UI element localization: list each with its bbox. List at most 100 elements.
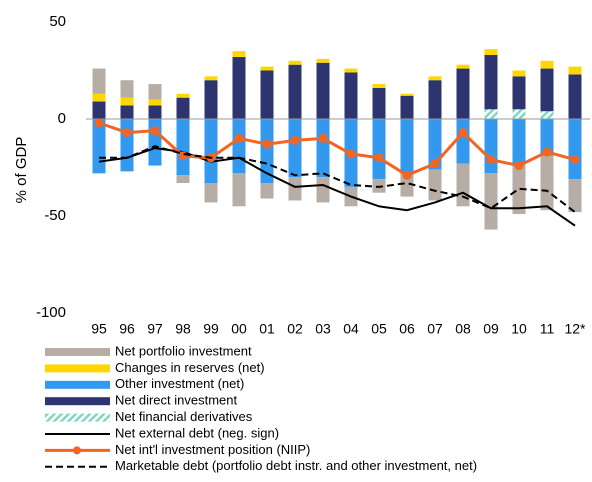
bar-segment [176,119,190,176]
legend-label: Net int'l investment position (NIIP) [115,442,310,457]
legend-label: Marketable debt (portfolio debt instr. a… [115,458,477,473]
bar-segment [288,64,302,119]
bar-segment [428,76,442,81]
x-tick-label: 04 [343,321,359,337]
y-axis-label: % of GDP [13,137,30,204]
bar-segment [540,68,554,112]
bar-segment [148,105,162,119]
x-tick-label: 05 [371,321,387,337]
line-marker [150,126,160,136]
legend-label: Net direct investment [115,393,237,408]
x-tick-label: 02 [287,321,303,337]
bar-segment [428,169,442,201]
legend-marker [73,446,81,455]
bar-segment [316,58,330,63]
bar-segment [316,119,330,178]
x-tick-label: 96 [119,321,135,337]
bar-segment [512,163,526,215]
bar-segment [260,183,274,199]
bar-segment [120,105,134,119]
bar-segment [568,66,582,75]
y-tick-label: -50 [44,207,66,224]
line-marker [318,133,328,143]
x-tick-label: 08 [455,321,471,337]
legend-swatch [45,397,110,406]
legend-label: Net portfolio investment [115,343,252,358]
x-tick-label: 12* [564,321,586,337]
line-marker [290,135,300,145]
legend-swatch [45,413,110,422]
bar-segment [428,80,442,119]
line-series [98,147,576,227]
bar-segment [372,84,386,88]
bar-segment [456,163,470,207]
x-tick-label: 01 [259,321,275,337]
bar-segment [92,93,106,102]
bar-segment [400,119,414,174]
bar-segment [316,177,330,203]
legend-label: Changes in reserves (net) [115,360,265,375]
x-tick-label: 99 [203,321,219,337]
y-tick-label: -100 [36,304,66,321]
line-series [98,121,576,177]
bar-segment [512,76,526,110]
bar-segment [400,173,414,197]
bar-segment [512,70,526,77]
x-tick-label: 00 [231,321,247,337]
line-marker [374,153,384,163]
bar-segment [484,54,498,110]
bar-segment [372,87,386,119]
bar-segment [120,97,134,106]
legend-swatch [45,380,110,389]
bar-segment [568,179,582,213]
x-tick-label: 03 [315,321,331,337]
bar-segment [456,119,470,164]
bar-segment [204,76,218,81]
bar-segment [400,95,414,119]
bar-segment [260,70,274,119]
x-tick-label: 11 [540,321,555,337]
x-tick-label: 10 [511,321,527,337]
bar-segment [92,101,106,119]
bar-segment [484,109,498,119]
bar-segment [484,49,498,55]
bar-segment [232,119,246,174]
bar-segment [204,119,218,184]
line-marker [430,159,440,169]
bar-segment [120,119,134,172]
bar-segment [540,111,554,119]
bar-segment [540,60,554,69]
bar-segment [92,119,106,174]
line-marker [346,149,356,159]
x-tick-label: 95 [91,321,107,337]
legend-swatch [45,364,110,373]
legend-label: Other investment (net) [115,376,244,391]
x-tick-label: 98 [175,321,191,337]
line-marker [570,155,580,165]
line-marker [122,128,132,138]
line-marker [486,155,496,165]
line-series [99,145,576,213]
x-tick-label: 09 [483,321,499,337]
legend-label: Net external debt (neg. sign) [115,425,279,440]
bar-segment [204,80,218,119]
bar-segment [372,119,386,180]
line-marker [94,118,104,128]
bar-segment [456,68,470,119]
bar-segment [260,119,274,184]
bar-segment [428,119,442,170]
bar-segment [484,119,498,174]
line-marker [458,128,468,138]
x-tick-label: 07 [427,321,443,337]
line-marker [514,161,524,171]
bar-segment [568,119,582,180]
legend-label: Net financial derivatives [115,409,253,424]
bar-segment [456,64,470,69]
bar-segment [288,119,302,178]
bar-segment [512,119,526,164]
x-tick-label: 06 [399,321,415,337]
bar-segment [176,175,190,184]
bar-segment [232,173,246,207]
bar-segment [120,80,134,98]
